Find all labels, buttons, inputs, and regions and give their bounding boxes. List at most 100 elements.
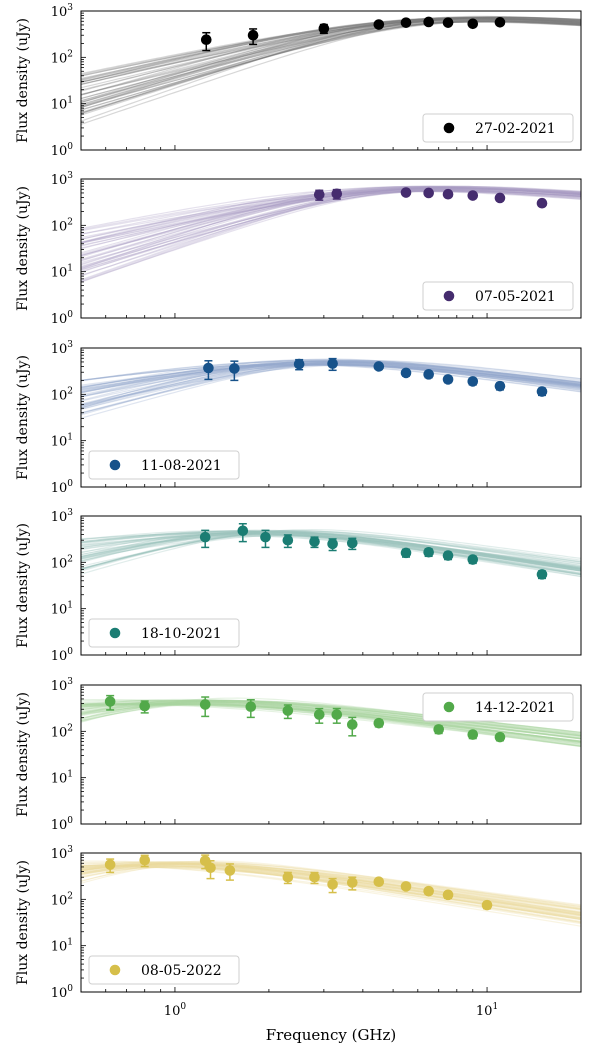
x-tick-label: 100 [164,1002,187,1019]
model-curve [81,530,581,572]
model-curve [81,702,581,737]
model-curve [81,530,581,563]
y-axis-label: Flux density (uJy) [15,186,31,311]
model-curve [81,188,581,276]
model-curve [81,530,581,563]
y-tick-label: 102 [51,217,73,234]
model-curve [81,700,581,733]
data-point [467,18,479,30]
marker [282,534,294,546]
legend-marker [443,122,455,134]
y-axis-label: Flux density (uJy) [15,18,31,143]
model-curve [81,16,581,92]
model-curve [81,16,581,116]
y-tick-label: 101 [51,770,73,787]
marker [282,705,294,716]
y-tick-label: 103 [51,340,74,357]
marker [481,899,493,911]
marker [237,525,249,537]
model-curve [81,699,581,739]
model-curve [81,530,581,571]
legend-marker [443,290,455,302]
data-point [331,188,343,200]
marker [205,862,216,874]
data-point [442,550,454,561]
data-point [536,569,548,580]
marker [467,18,479,30]
marker [331,709,343,720]
model-curve [81,187,581,243]
model-curve [81,16,581,114]
marker [467,729,479,740]
model-curve [81,533,581,570]
legend-label: 14-12-2021 [475,700,556,716]
marker [282,871,294,883]
data-point [373,361,385,372]
y-tick-label: 100 [51,816,74,833]
data-point [400,367,412,379]
model-curve [81,190,581,246]
model-curve [81,699,581,737]
model-curve [81,699,581,737]
marker [139,854,151,866]
panel-5: 100 101 102 103 Flux density (uJy) 14-12-2021 [15,677,582,833]
data-points [104,854,493,911]
model-curves [81,860,581,927]
marker [494,380,506,392]
model-curve [81,697,581,735]
model-curve [81,861,581,906]
model-curve [81,703,581,744]
marker [245,701,257,713]
legend: 18-10-2021 [88,618,240,648]
legend-label: 11-08-2021 [141,458,222,474]
model-curve [81,530,581,567]
model-curve [81,699,581,744]
x-axis-label: Frequency (GHz) [266,1026,397,1044]
y-tick-label: 101 [51,264,73,281]
model-curve [81,19,581,81]
data-points [200,16,506,52]
model-curve [81,532,581,570]
model-curve [81,532,581,572]
model-curve [81,531,581,572]
model-curve [81,190,581,235]
model-curve [81,531,581,572]
model-curve [81,188,581,269]
data-point [467,554,479,565]
model-curve [81,185,581,243]
model-curve [81,531,581,571]
y-tick-label: 102 [51,891,73,908]
model-curves [81,528,581,578]
model-curve [81,529,581,568]
model-curve [81,699,581,734]
legend-box [422,692,574,722]
marker [423,16,434,28]
model-curve [81,188,581,257]
data-point [104,858,116,874]
model-curve [81,702,581,740]
y-axis-label: Flux density (uJy) [15,523,31,648]
data-point [494,380,506,392]
marker [203,362,214,374]
model-curve [81,863,581,908]
marker [442,550,454,561]
model-curve [81,701,581,740]
model-curve [81,530,581,569]
model-curve [81,185,581,257]
model-curve [81,702,581,740]
legend-label: 18-10-2021 [141,626,222,642]
model-curve [81,185,581,272]
model-curve [81,699,581,737]
marker [433,724,445,735]
model-curve [81,533,581,569]
legend-box [88,618,240,648]
data-point [400,17,412,28]
model-curve [81,187,581,250]
data-point [224,863,236,881]
model-curve [81,531,581,571]
data-point [327,877,338,894]
panel-2: 100 101 102 103 Flux density (uJy) 07-05-2021 [15,171,582,327]
model-curve [81,531,581,569]
model-curve [81,529,581,562]
model-curve [81,186,581,283]
